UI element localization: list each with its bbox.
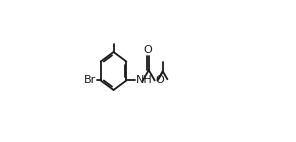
Text: O: O (144, 45, 152, 55)
Text: O: O (155, 76, 164, 85)
Text: Br: Br (83, 76, 96, 85)
Text: NH: NH (136, 76, 152, 85)
